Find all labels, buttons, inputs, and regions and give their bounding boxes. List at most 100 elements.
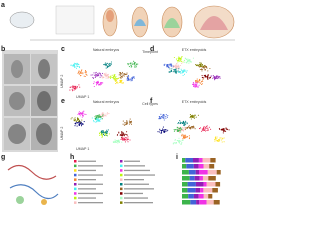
legend-text-bar — [78, 202, 103, 204]
umap-point — [201, 70, 203, 72]
umap-point — [101, 72, 104, 74]
umap-point — [103, 73, 105, 75]
umap-point — [105, 113, 107, 115]
umap-point — [81, 119, 83, 121]
umap-point — [182, 139, 184, 142]
umap-point — [81, 112, 83, 114]
microscopy-grid — [2, 50, 58, 152]
umap-point — [128, 66, 130, 68]
umap-point — [170, 70, 172, 72]
embryoid — [11, 60, 23, 78]
umap-point — [95, 84, 98, 86]
umap-point — [194, 114, 196, 116]
bar-segment — [182, 164, 187, 169]
umap-point — [225, 127, 227, 129]
umap-point — [79, 121, 81, 124]
umap-point — [201, 130, 203, 132]
culture-dish — [9, 11, 35, 29]
umap-point — [131, 76, 134, 78]
legend-text-bar — [78, 165, 103, 167]
umap-point — [159, 117, 162, 119]
umap-point — [199, 68, 201, 71]
umap-point — [80, 121, 82, 123]
umap-point — [178, 65, 180, 67]
legend-text-bar — [78, 192, 103, 195]
umap-point — [74, 66, 76, 68]
umap-point — [105, 63, 108, 65]
umap-point — [178, 56, 180, 58]
bar-segment — [195, 170, 199, 175]
umap-point — [109, 65, 111, 67]
umap-point — [95, 121, 97, 123]
umap-point — [163, 64, 165, 66]
umap-point — [129, 62, 131, 64]
umap-point — [95, 117, 97, 120]
legend-text-bar — [124, 179, 144, 181]
umap-point — [82, 115, 85, 117]
umap-point — [184, 69, 186, 71]
umap-point — [176, 60, 178, 62]
umap-point — [177, 123, 179, 125]
umap-point — [125, 137, 127, 139]
umap-point — [162, 126, 164, 128]
legend-text-bar — [124, 188, 154, 190]
umap-point — [97, 118, 99, 120]
umap-point — [106, 129, 108, 131]
umap-point — [122, 75, 124, 77]
umap-point — [216, 136, 218, 138]
umap-point — [76, 120, 78, 122]
legend-text-bar — [124, 197, 148, 199]
umap-point — [181, 70, 183, 72]
umap-point — [98, 117, 100, 119]
umap-point — [178, 57, 180, 59]
axis-label: UMAP 1 — [76, 95, 89, 99]
axis-label: UMAP 2 — [60, 75, 64, 88]
axis-label: UMAP 1 — [76, 147, 89, 151]
umap-point — [178, 132, 181, 134]
umap-point — [85, 71, 87, 73]
bar-segment — [182, 200, 191, 205]
umap-point — [128, 75, 130, 77]
bar-segment — [202, 176, 209, 181]
umap-point — [167, 65, 169, 67]
umap-point — [121, 141, 123, 143]
umap-point — [183, 123, 185, 125]
umap-point — [134, 64, 136, 67]
legend-swatch — [74, 183, 77, 186]
umap-point — [179, 57, 181, 59]
umap-point — [81, 116, 83, 118]
umap-point — [214, 76, 216, 78]
umap-point — [120, 134, 122, 136]
umap-point — [120, 136, 123, 138]
umap-point — [175, 68, 177, 70]
bar-segment — [199, 176, 203, 181]
umap-point — [95, 75, 97, 77]
umap-point — [71, 90, 74, 92]
umap-point — [201, 65, 203, 67]
umap-point — [100, 74, 102, 76]
bar-segment — [216, 170, 221, 175]
umap-point — [103, 132, 105, 134]
umap-point — [80, 125, 83, 127]
umap-point — [122, 120, 124, 122]
umap-point — [114, 77, 116, 79]
umap-point — [173, 68, 175, 71]
umap-point — [124, 141, 126, 143]
umap-point — [206, 127, 208, 129]
umap-point — [166, 66, 168, 68]
umap-point — [209, 76, 211, 78]
umap-point — [118, 131, 120, 133]
umap-point — [188, 137, 191, 139]
umap-point — [99, 76, 101, 78]
umap-point — [202, 130, 204, 132]
umap-point — [126, 139, 128, 141]
umap-point — [198, 64, 201, 66]
legend-swatch — [74, 178, 77, 181]
umap-point — [159, 118, 161, 120]
umap-point — [187, 58, 189, 60]
umap-point — [178, 140, 180, 142]
umap-point — [193, 115, 195, 117]
legend-text-bar — [78, 183, 103, 185]
umap-point — [73, 85, 75, 87]
umap-point — [128, 121, 131, 123]
